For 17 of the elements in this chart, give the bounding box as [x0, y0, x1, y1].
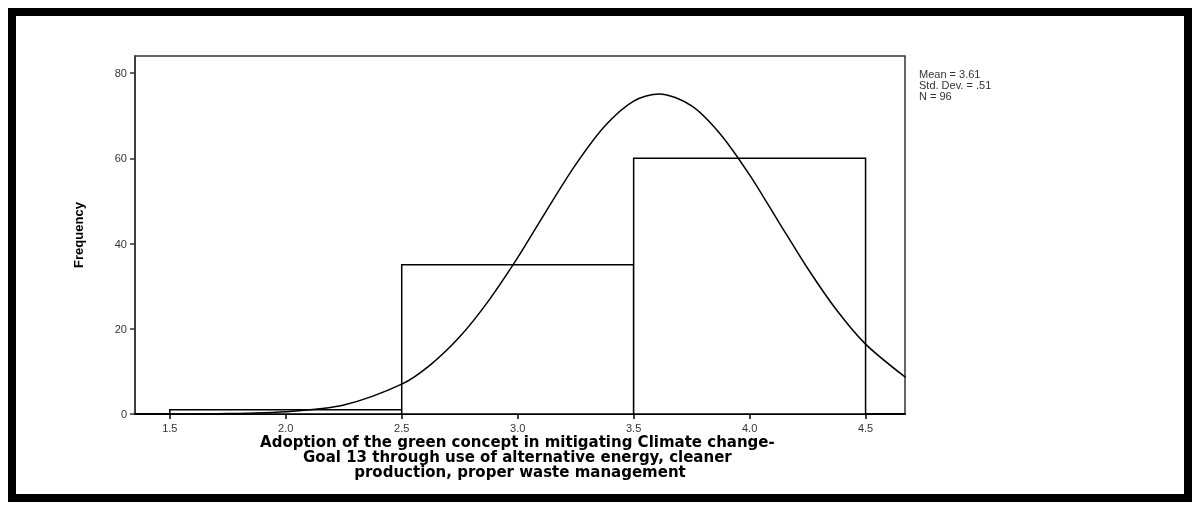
y-tick-label: 60	[114, 152, 127, 165]
x-tick-label: 2.0	[278, 421, 294, 434]
x-tick-label: 1.5	[162, 421, 178, 434]
x-tick-label: 4.5	[857, 421, 874, 434]
x-tick-label: 3.0	[510, 421, 526, 434]
y-tick-label: 20	[114, 322, 127, 335]
y-tick-label: 40	[114, 237, 127, 250]
x-tick-label: 4.0	[741, 421, 758, 434]
x-tick-label: 2.5	[394, 421, 410, 434]
y-axis-title: Frequency	[71, 201, 86, 268]
y-tick-label: 80	[114, 67, 127, 80]
text: Mean = 3.61	[919, 67, 981, 80]
y-tick-label: 0	[120, 408, 127, 420]
x-axis-title: Adoption of the green concept in mitigating Climate change- Goal 13 through use of alternative energy, cleaner production, proper waste management	[260, 432, 780, 481]
text: Std. Dev. = .51	[919, 78, 992, 91]
x-tick-label: 3.5	[626, 421, 642, 434]
text: N = 96	[919, 89, 952, 102]
